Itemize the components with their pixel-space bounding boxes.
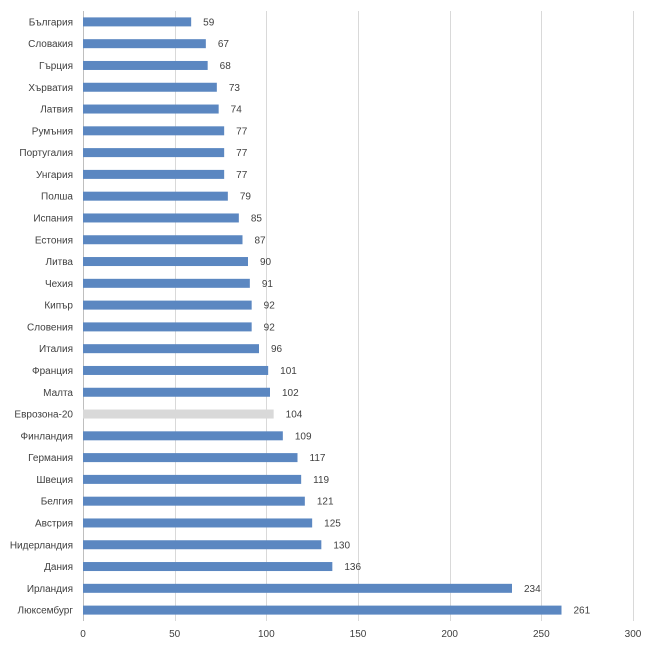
category-label: Естония (35, 235, 73, 246)
data-label: 91 (262, 279, 274, 290)
category-labels: България Словакия Гърция Хърватия Латвия Румъ… (10, 17, 74, 616)
bar (83, 344, 259, 354)
data-label: 261 (574, 606, 591, 617)
bar (83, 496, 305, 506)
category-label: Малта (43, 388, 73, 399)
category-label: Еврозона-20 (14, 410, 73, 421)
bar (83, 278, 250, 288)
x-tick-label: 150 (350, 629, 367, 640)
data-label: 104 (286, 410, 303, 421)
bar (83, 300, 252, 310)
data-label: 130 (333, 540, 350, 551)
x-tick-label: 100 (258, 629, 275, 640)
bar (83, 409, 274, 419)
x-tick-label: 250 (533, 629, 550, 640)
data-label: 102 (282, 388, 299, 399)
bar (83, 474, 302, 484)
category-label: Литва (46, 257, 74, 268)
x-tick-label: 200 (441, 629, 458, 640)
x-axis-tick-labels: 0 50 100 150 200 250 300 (80, 629, 642, 640)
category-label: Германия (28, 453, 73, 464)
category-label: Хърватия (28, 83, 73, 94)
data-label: 87 (255, 235, 267, 246)
bar (83, 562, 333, 572)
data-label: 59 (203, 17, 215, 28)
data-label: 79 (240, 192, 252, 203)
bar (83, 82, 217, 92)
category-label: Унгария (36, 170, 73, 181)
bar (83, 387, 270, 397)
data-label: 77 (236, 170, 248, 181)
category-label: Кипър (44, 301, 73, 312)
category-label: Гърция (39, 61, 73, 72)
bar (83, 235, 243, 245)
category-label: Испания (33, 213, 73, 224)
category-label: Словения (27, 322, 73, 333)
category-label: Румъния (32, 126, 73, 137)
data-label: 68 (220, 61, 232, 72)
data-label: 96 (271, 344, 283, 355)
data-label: 92 (264, 301, 276, 312)
bar (83, 583, 512, 593)
data-label: 136 (344, 562, 361, 573)
x-tick-label: 300 (625, 629, 642, 640)
data-label: 121 (317, 497, 334, 508)
bars-layer (83, 17, 562, 615)
data-label: 234 (524, 584, 541, 595)
data-label: 74 (231, 105, 243, 116)
bar (83, 257, 248, 267)
category-label: Полша (41, 192, 73, 203)
category-label: Швеция (36, 475, 73, 486)
data-label: 119 (313, 475, 329, 486)
bar (83, 39, 206, 49)
bar (83, 191, 228, 201)
bar (83, 126, 225, 136)
bar (83, 322, 252, 332)
category-label: България (29, 17, 73, 28)
bar (83, 518, 313, 528)
bar (83, 605, 562, 615)
data-label: 92 (264, 322, 276, 333)
bar (83, 60, 208, 70)
category-label: Австрия (35, 518, 73, 529)
bar (83, 540, 322, 550)
category-label: Словакия (28, 39, 73, 50)
data-label: 67 (218, 39, 230, 50)
bar (83, 213, 239, 223)
x-tick-label: 0 (80, 629, 86, 640)
bar (83, 104, 219, 114)
data-label: 85 (251, 213, 263, 224)
category-label: Чехия (45, 279, 73, 290)
category-label: Латвия (40, 105, 73, 116)
data-label: 109 (295, 431, 312, 442)
data-label: 125 (324, 518, 341, 529)
x-tick-label: 50 (169, 629, 181, 640)
category-label: Нидерландия (10, 540, 73, 551)
category-label: Ирландия (27, 584, 73, 595)
data-label: 77 (236, 126, 248, 137)
category-label: Франция (32, 366, 73, 377)
grid-layer (83, 11, 634, 621)
data-label: 73 (229, 83, 241, 94)
category-label: Португалия (19, 148, 73, 159)
category-label: Люксембург (18, 605, 74, 617)
data-label: 90 (260, 257, 272, 268)
category-label: Италия (39, 344, 73, 355)
data-label: 117 (310, 453, 326, 464)
data-label: 101 (280, 366, 297, 377)
bar (83, 17, 192, 27)
bar (83, 431, 283, 441)
category-label: Финландия (21, 431, 73, 442)
category-label: Белгия (41, 497, 73, 508)
bar (83, 148, 225, 158)
data-label: 77 (236, 148, 248, 159)
bar (83, 453, 298, 463)
category-label: Дания (44, 562, 73, 573)
bar (83, 365, 269, 375)
bar (83, 169, 225, 179)
